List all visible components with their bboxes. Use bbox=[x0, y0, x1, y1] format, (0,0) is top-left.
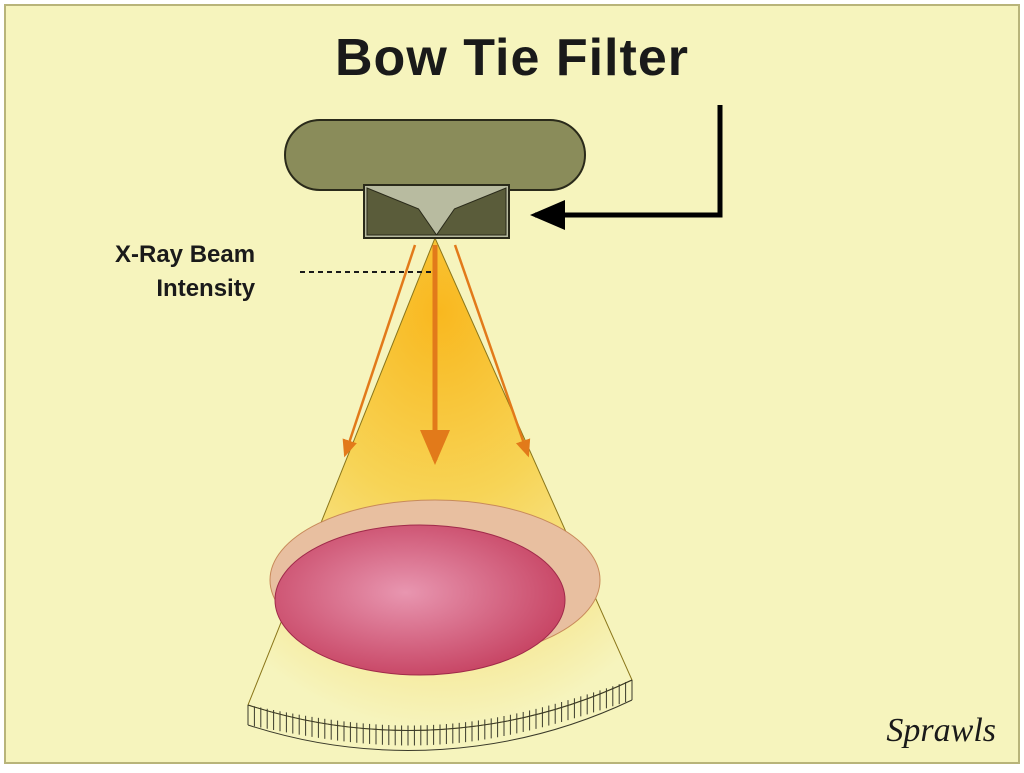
xray-tube bbox=[285, 120, 585, 190]
diagram-svg bbox=[0, 0, 1024, 768]
diagram-canvas: Bow Tie Filter X-Ray Beam Intensity Spra… bbox=[0, 0, 1024, 768]
xray-intensity-label: X-Ray Beam Intensity bbox=[115, 238, 255, 305]
diagram-title: Bow Tie Filter bbox=[0, 28, 1024, 88]
signature: Sprawls bbox=[886, 712, 996, 750]
label-line-2: Intensity bbox=[115, 272, 255, 306]
label-line-1: X-Ray Beam bbox=[115, 238, 255, 272]
bowtie-filter bbox=[364, 185, 509, 238]
